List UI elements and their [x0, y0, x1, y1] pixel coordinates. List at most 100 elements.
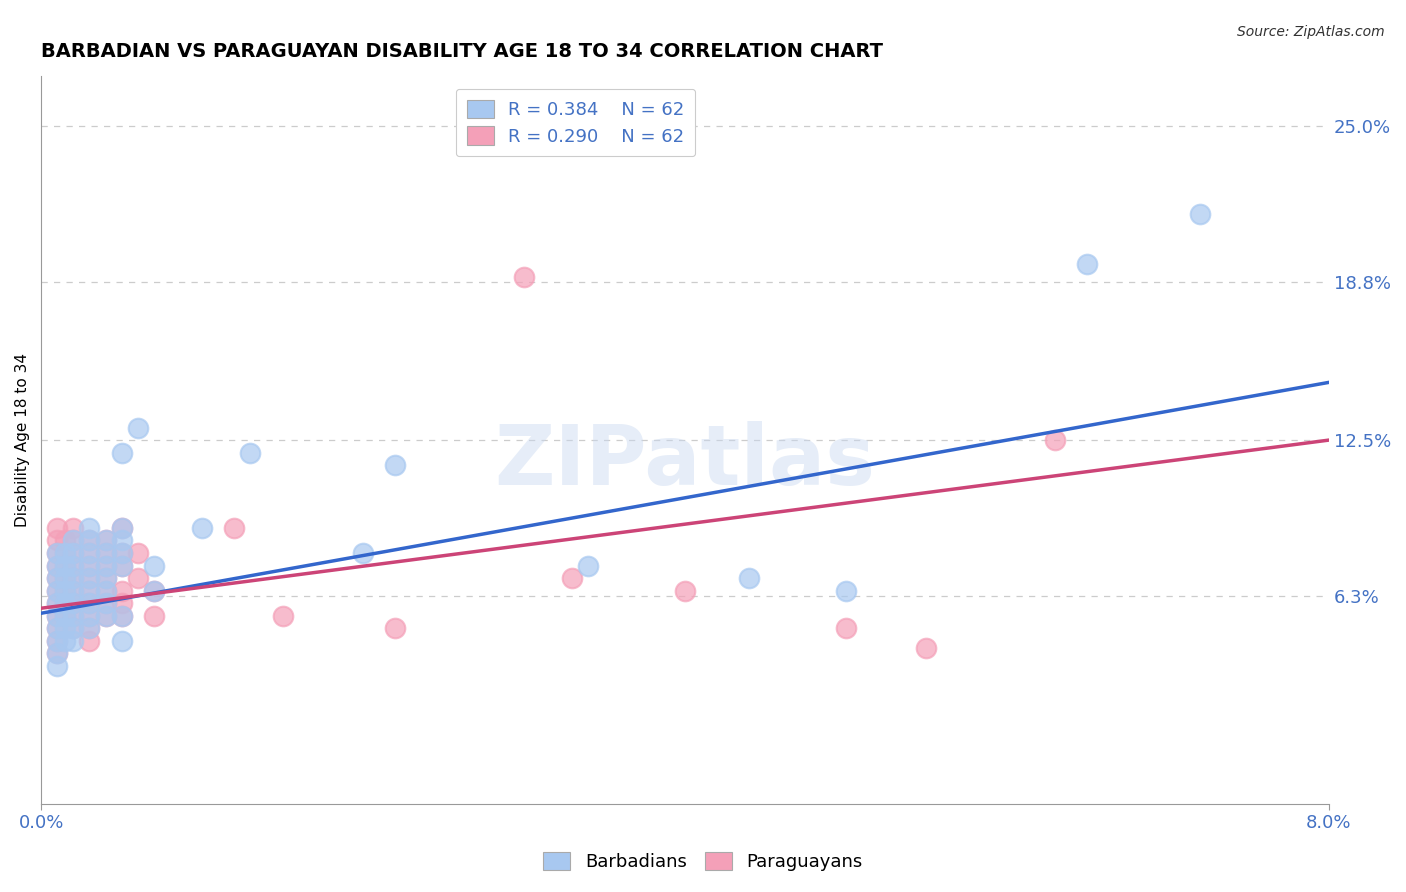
Point [110, 558, 132, 573]
Point [94, 546, 117, 560]
Point [384, 458, 406, 473]
Point [191, 521, 214, 535]
Point [110, 546, 132, 560]
Point [915, 641, 938, 656]
Point [1189, 207, 1212, 221]
Point [738, 571, 761, 585]
Point [110, 445, 132, 459]
Point [142, 583, 165, 598]
Point [46, 558, 69, 573]
Point [110, 533, 132, 548]
Point [53, 533, 76, 548]
Point [79, 583, 101, 598]
Point [224, 521, 246, 535]
Point [46, 647, 69, 661]
Point [94, 571, 117, 585]
Point [110, 608, 132, 623]
Point [46, 596, 69, 610]
Point [46, 558, 69, 573]
Point [53, 583, 76, 598]
Point [53, 633, 76, 648]
Point [62, 596, 84, 610]
Point [94, 533, 117, 548]
Point [110, 558, 132, 573]
Point [62, 533, 84, 548]
Point [79, 633, 101, 648]
Point [835, 621, 858, 635]
Point [62, 571, 84, 585]
Point [94, 608, 117, 623]
Point [53, 558, 76, 573]
Point [110, 521, 132, 535]
Point [53, 571, 76, 585]
Point [578, 558, 600, 573]
Point [79, 596, 101, 610]
Point [94, 558, 117, 573]
Point [62, 596, 84, 610]
Point [62, 621, 84, 635]
Point [110, 633, 132, 648]
Point [53, 596, 76, 610]
Legend: R = 0.384    N = 62, R = 0.290    N = 62: R = 0.384 N = 62, R = 0.290 N = 62 [456, 89, 695, 156]
Point [46, 571, 69, 585]
Point [46, 621, 69, 635]
Point [53, 608, 76, 623]
Point [79, 521, 101, 535]
Point [94, 558, 117, 573]
Point [142, 608, 165, 623]
Point [94, 571, 117, 585]
Point [53, 546, 76, 560]
Point [62, 583, 84, 598]
Point [53, 583, 76, 598]
Y-axis label: Disability Age 18 to 34: Disability Age 18 to 34 [15, 353, 30, 527]
Point [513, 270, 536, 285]
Point [79, 558, 101, 573]
Point [46, 608, 69, 623]
Point [79, 546, 101, 560]
Point [79, 608, 101, 623]
Point [46, 596, 69, 610]
Text: BARBADIAN VS PARAGUAYAN DISABILITY AGE 18 TO 34 CORRELATION CHART: BARBADIAN VS PARAGUAYAN DISABILITY AGE 1… [41, 42, 883, 61]
Point [53, 608, 76, 623]
Point [94, 608, 117, 623]
Text: ZIPatlas: ZIPatlas [495, 421, 876, 502]
Point [94, 583, 117, 598]
Point [110, 521, 132, 535]
Point [53, 558, 76, 573]
Point [127, 571, 149, 585]
Text: Source: ZipAtlas.com: Source: ZipAtlas.com [1237, 25, 1385, 39]
Point [79, 621, 101, 635]
Point [62, 521, 84, 535]
Point [62, 558, 84, 573]
Point [835, 583, 858, 598]
Point [271, 608, 294, 623]
Point [239, 445, 262, 459]
Point [62, 608, 84, 623]
Point [53, 571, 76, 585]
Point [1076, 257, 1098, 271]
Point [1045, 433, 1067, 447]
Point [53, 621, 76, 635]
Point [142, 583, 165, 598]
Point [94, 596, 117, 610]
Point [94, 533, 117, 548]
Point [79, 596, 101, 610]
Point [46, 571, 69, 585]
Point [46, 546, 69, 560]
Point [46, 546, 69, 560]
Point [673, 583, 696, 598]
Point [127, 420, 149, 434]
Point [79, 608, 101, 623]
Point [46, 533, 69, 548]
Point [142, 558, 165, 573]
Point [94, 546, 117, 560]
Point [46, 583, 69, 598]
Point [46, 633, 69, 648]
Point [561, 571, 583, 585]
Point [110, 608, 132, 623]
Point [62, 583, 84, 598]
Point [53, 596, 76, 610]
Point [62, 558, 84, 573]
Point [94, 596, 117, 610]
Legend: Barbadians, Paraguayans: Barbadians, Paraguayans [536, 845, 870, 879]
